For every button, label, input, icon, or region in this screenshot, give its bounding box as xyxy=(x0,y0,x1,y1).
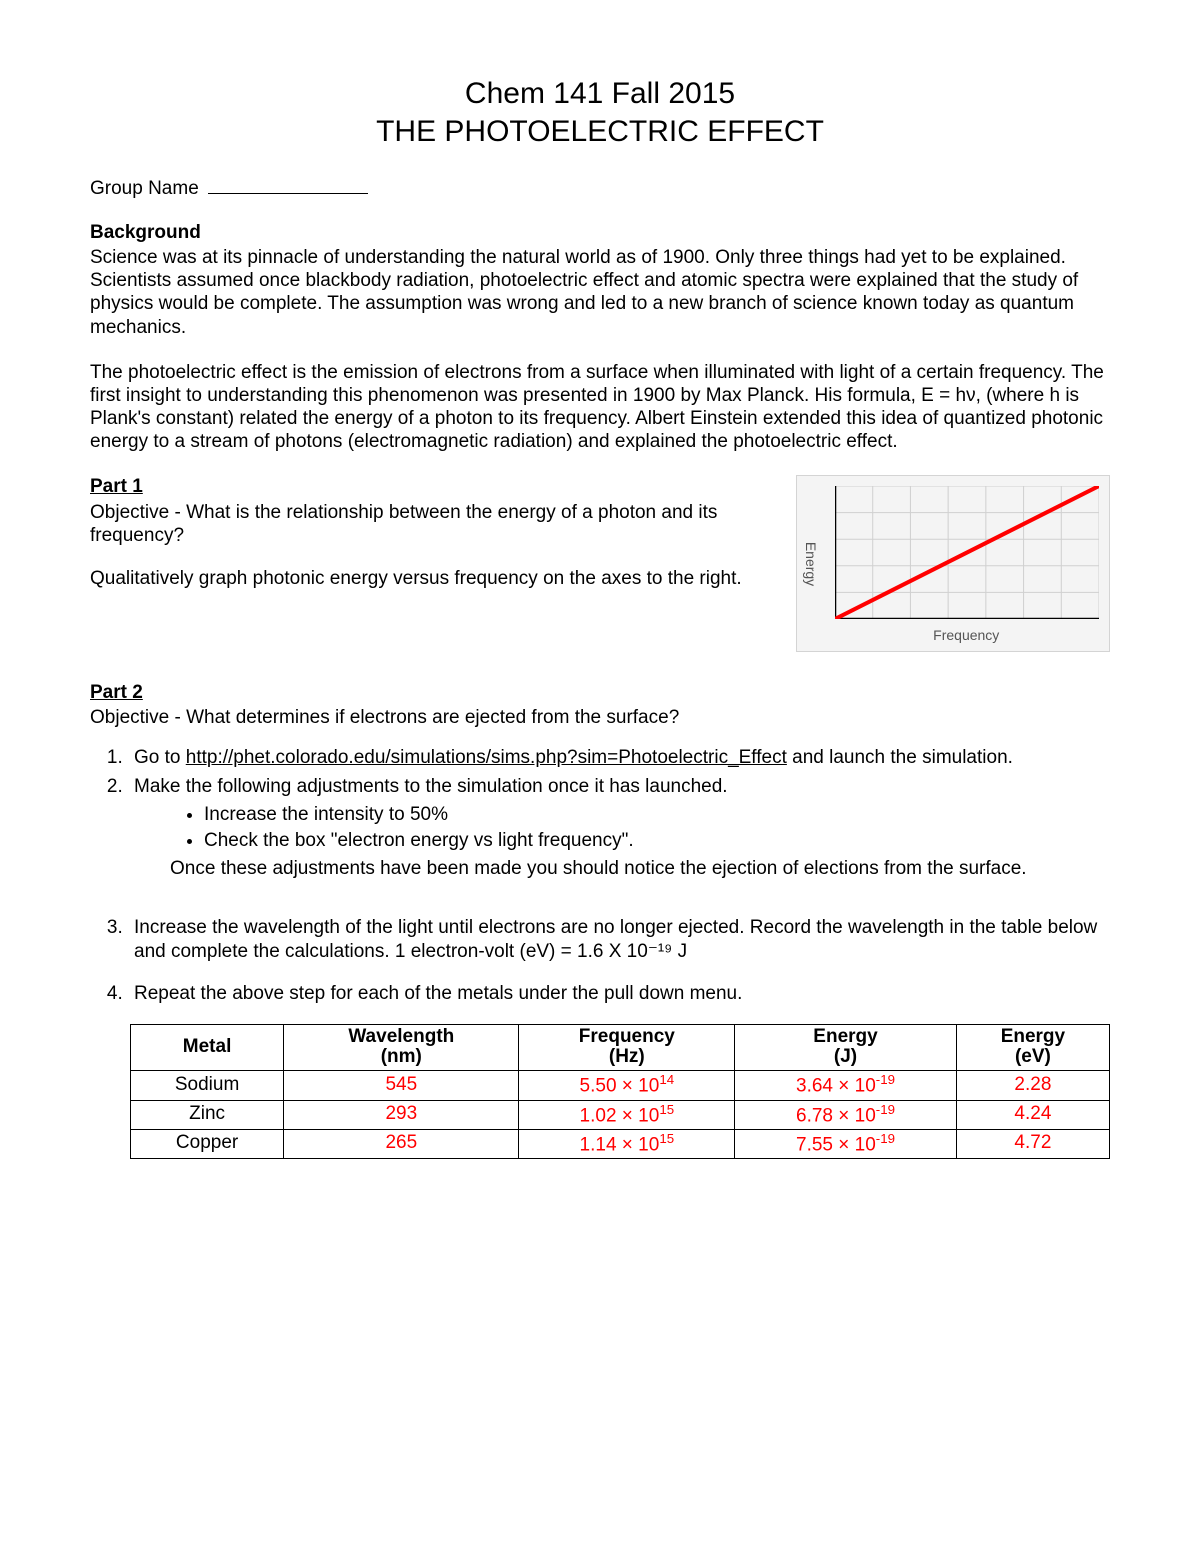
table-col-header: Metal xyxy=(131,1024,284,1071)
title-block: Chem 141 Fall 2015 THE PHOTOELECTRIC EFF… xyxy=(90,75,1110,150)
step-2-intro: Make the following adjustments to the si… xyxy=(134,776,728,797)
step-4: Repeat the above step for each of the me… xyxy=(128,982,1110,1006)
graph-x-axis-label: Frequency xyxy=(933,627,999,643)
step-2-bullet-1: Increase the intensity to 50% xyxy=(204,803,1110,827)
table-header-row: MetalWavelength(nm)Frequency(Hz)Energy(J… xyxy=(131,1024,1110,1071)
table-cell: 4.24 xyxy=(956,1100,1109,1129)
table-row: Copper2651.14 × 10157.55 × 10-194.72 xyxy=(131,1129,1110,1158)
step-2-bullet-2: Check the box "electron energy vs light … xyxy=(204,829,1110,853)
table-body: Sodium5455.50 × 10143.64 × 10-192.28Zinc… xyxy=(131,1071,1110,1159)
table-row: Sodium5455.50 × 10143.64 × 10-192.28 xyxy=(131,1071,1110,1100)
table-col-header: Energy(J) xyxy=(735,1024,957,1071)
table-cell: 5.50 × 1014 xyxy=(519,1071,735,1100)
table-cell: 6.78 × 10-19 xyxy=(735,1100,957,1129)
table-cell: 1.02 × 1015 xyxy=(519,1100,735,1129)
step-1-text-a: Go to xyxy=(134,747,186,768)
group-name-line: Group Name xyxy=(90,178,1110,200)
table-cell: Copper xyxy=(131,1129,284,1158)
table-cell: 7.55 × 10-19 xyxy=(735,1129,957,1158)
table-cell: 545 xyxy=(284,1071,519,1100)
simulation-link[interactable]: http://phet.colorado.edu/simulations/sim… xyxy=(186,747,787,768)
table-col-header: Energy(eV) xyxy=(956,1024,1109,1071)
table-row: Zinc2931.02 × 10156.78 × 10-194.24 xyxy=(131,1100,1110,1129)
step-1-text-b: and launch the simulation. xyxy=(787,747,1013,768)
background-para-2: The photoelectric effect is the emission… xyxy=(90,361,1110,454)
background-heading: Background xyxy=(90,222,1110,244)
part2-heading: Part 2 xyxy=(90,682,1110,704)
table-cell: 293 xyxy=(284,1100,519,1129)
step-3: Increase the wavelength of the light unt… xyxy=(128,916,1110,964)
table-col-header: Frequency(Hz) xyxy=(519,1024,735,1071)
table-col-header: Wavelength(nm) xyxy=(284,1024,519,1071)
energy-vs-frequency-graph: Energy Frequency xyxy=(796,475,1110,652)
table-cell: 265 xyxy=(284,1129,519,1158)
part1-instruction: Qualitatively graph photonic energy vers… xyxy=(90,567,776,590)
step-2-note: Once these adjustments have been made yo… xyxy=(134,857,1110,881)
table-cell: Sodium xyxy=(131,1071,284,1100)
table-cell: 2.28 xyxy=(956,1071,1109,1100)
table-cell: 1.14 × 1015 xyxy=(519,1129,735,1158)
graph-y-axis-label: Energy xyxy=(803,542,819,586)
metals-table: MetalWavelength(nm)Frequency(Hz)Energy(J… xyxy=(130,1024,1110,1159)
table-cell: Zinc xyxy=(131,1100,284,1129)
document-page: Chem 141 Fall 2015 THE PHOTOELECTRIC EFF… xyxy=(0,0,1200,1553)
background-para-1: Science was at its pinnacle of understan… xyxy=(90,246,1110,339)
part1-objective: Objective - What is the relationship bet… xyxy=(90,501,776,547)
group-name-label: Group Name xyxy=(90,178,199,199)
part1-text: Part 1 Objective - What is the relations… xyxy=(90,475,776,610)
title-line-2: THE PHOTOELECTRIC EFFECT xyxy=(90,113,1110,151)
title-line-1: Chem 141 Fall 2015 xyxy=(90,75,1110,113)
table-head: MetalWavelength(nm)Frequency(Hz)Energy(J… xyxy=(131,1024,1110,1071)
table-cell: 3.64 × 10-19 xyxy=(735,1071,957,1100)
part1-heading: Part 1 xyxy=(90,475,776,498)
step-2-bullets: Increase the intensity to 50% Check the … xyxy=(134,803,1110,853)
part2-steps: Go to http://phet.colorado.edu/simulatio… xyxy=(90,746,1110,1006)
graph-svg xyxy=(835,486,1099,619)
part2-objective: Objective - What determines if electrons… xyxy=(90,706,1110,729)
group-name-blank[interactable] xyxy=(208,193,368,194)
table-cell: 4.72 xyxy=(956,1129,1109,1158)
step-1: Go to http://phet.colorado.edu/simulatio… xyxy=(128,746,1110,770)
step-2: Make the following adjustments to the si… xyxy=(128,775,1110,880)
part1-row: Part 1 Objective - What is the relations… xyxy=(90,475,1110,652)
